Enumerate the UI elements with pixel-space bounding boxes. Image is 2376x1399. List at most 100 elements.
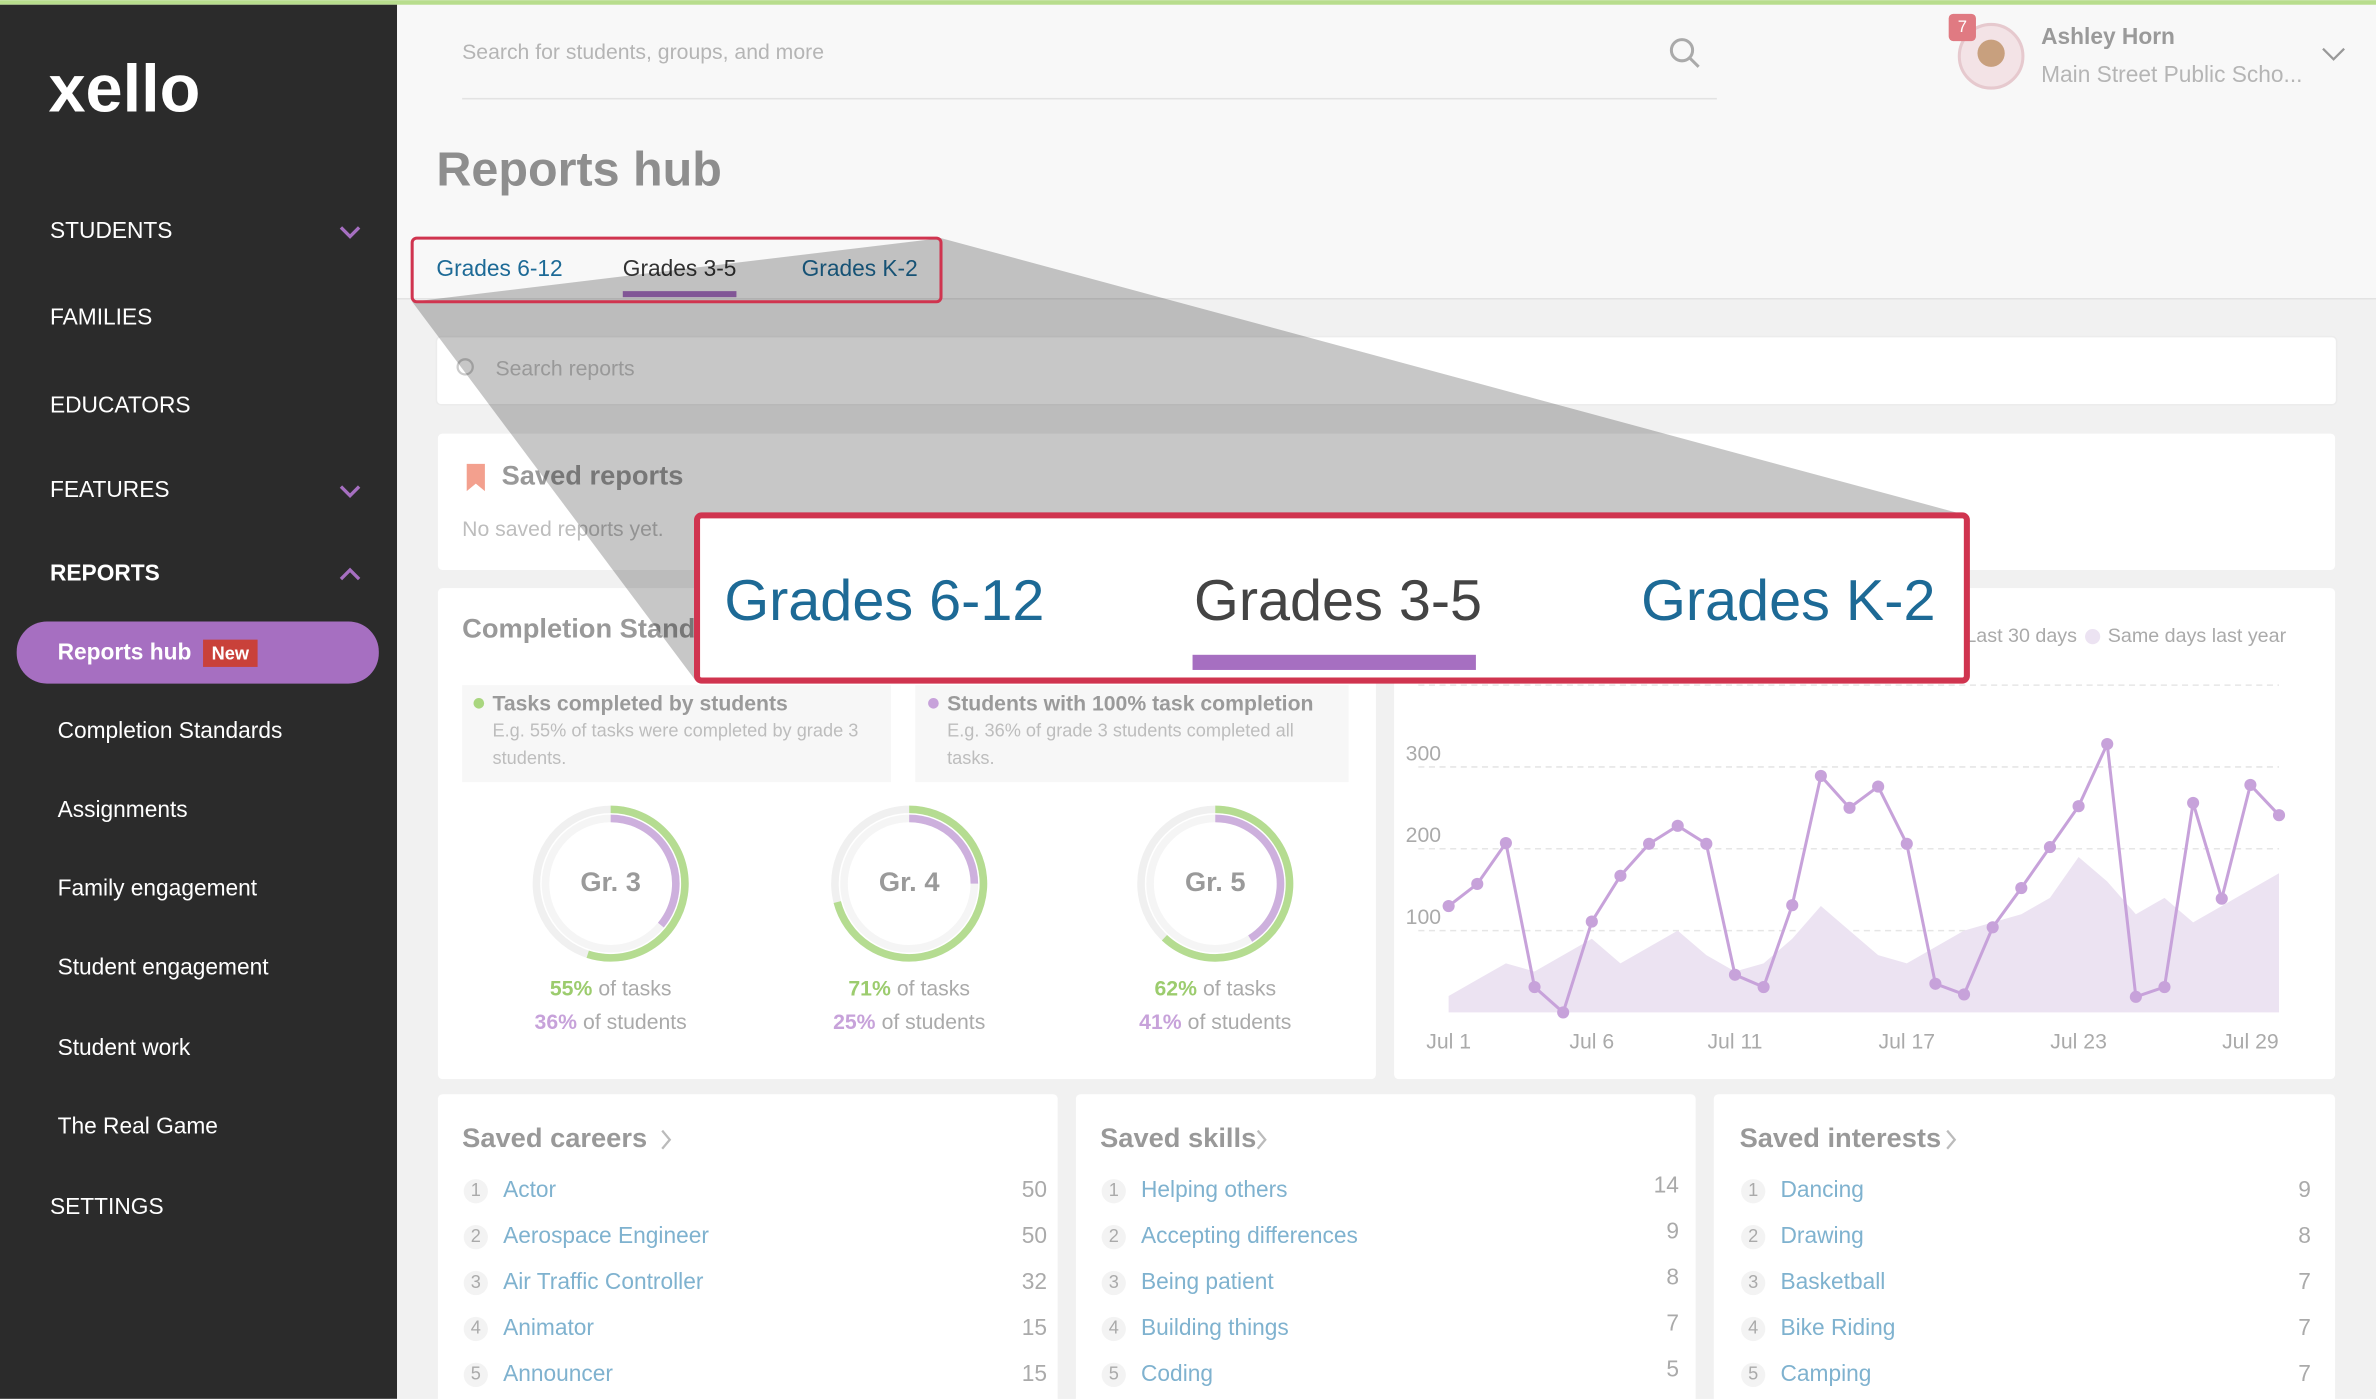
list-item[interactable]: Animator (503, 1314, 594, 1340)
point (2129, 990, 2142, 1003)
tab[interactable]: Grades 6-12 (436, 255, 562, 281)
subnav-item[interactable]: The Real Game (58, 1113, 218, 1139)
zoom-callout: Grades 6-12 Grades 3-5 Grades K-2 (410, 236, 1970, 684)
list-card (437, 1094, 1058, 1399)
legend-label: Last 30 days (1965, 625, 2077, 647)
list-count: 50 (1022, 1222, 1047, 1248)
grade-label: Gr. 3 (580, 866, 641, 897)
list-count: 14 (1654, 1172, 1679, 1198)
new-badge-text: New (212, 644, 250, 664)
rank: 3 (471, 1272, 481, 1292)
list-item[interactable]: Being patient (1141, 1268, 1274, 1294)
nav-item[interactable]: EDUCATORS (50, 391, 191, 417)
nav-item[interactable]: SETTINGS (50, 1193, 164, 1219)
point (1957, 988, 1971, 1001)
subnav-item[interactable]: Reports hub (58, 638, 192, 664)
list-item[interactable]: Actor (503, 1176, 556, 1202)
list-item[interactable]: Accepting differences (1141, 1222, 1358, 1248)
rank-bg (1741, 1362, 1766, 1387)
point (1872, 780, 1885, 793)
tab[interactable]: Grades 3-5 (623, 255, 737, 281)
logo: xello (48, 53, 200, 127)
students-text: of students (1188, 1011, 1292, 1034)
list-item[interactable]: Building things (1141, 1314, 1289, 1340)
subnav-item[interactable]: Completion Standards (58, 717, 283, 743)
point (2244, 778, 2257, 791)
user-menu-chevron[interactable] (2322, 47, 2345, 61)
saved-reports-empty: No saved reports yet. (462, 518, 664, 541)
grade-label: Gr. 4 (879, 866, 940, 897)
point (1728, 968, 1742, 981)
donut-students (909, 814, 979, 884)
nav-item[interactable]: REPORTS (50, 559, 160, 585)
rank: 5 (1109, 1364, 1119, 1384)
tasks-percent: 55% (550, 977, 593, 1000)
students-text: of students (882, 1011, 986, 1034)
tasks-line: 71% of tasks (848, 977, 970, 1000)
list-item[interactable]: Dancing (1780, 1176, 1863, 1202)
rank: 1 (1109, 1180, 1119, 1200)
point (1786, 899, 1799, 912)
point (2043, 841, 2057, 854)
legend-title: Students with 100% task completion (947, 692, 1313, 715)
zoom-box (694, 512, 1970, 684)
rank-bg (1741, 1225, 1766, 1250)
legend-box (915, 685, 1349, 783)
legend-desc: E.g. 36% of grade 3 students completed a… (947, 719, 1294, 769)
school-name: Main Street Public Scho... (2041, 61, 2302, 87)
top-bar (0, 0, 2376, 5)
active-nav-pill[interactable] (16, 621, 379, 684)
rank: 4 (1748, 1318, 1758, 1338)
rank-bg (1101, 1362, 1126, 1387)
list-item[interactable]: Aerospace Engineer (503, 1222, 709, 1248)
point (1528, 980, 1541, 994)
list-item[interactable]: Air Traffic Controller (503, 1268, 704, 1294)
tab-underline (622, 291, 737, 298)
saved-reports-title: Saved reports (502, 460, 684, 491)
nav-chevron (339, 226, 361, 239)
list-item[interactable]: Bike Riding (1780, 1314, 1895, 1340)
students-percent: 36% (535, 1011, 578, 1034)
search-icon[interactable] (1669, 38, 1695, 63)
subnav-item[interactable]: Assignments (58, 796, 188, 822)
students-percent: 41% (1139, 1011, 1182, 1034)
legend-dot (928, 697, 939, 709)
list-count: 32 (1022, 1268, 1047, 1294)
list-title[interactable]: Saved skills (1100, 1122, 1256, 1153)
nav-item[interactable]: FAMILIES (50, 303, 152, 329)
list-item[interactable]: Drawing (1780, 1222, 1863, 1248)
rank-bg (1741, 1316, 1766, 1342)
subnav-item[interactable]: Family engagement (58, 875, 258, 901)
nav-item[interactable]: FEATURES (50, 476, 170, 502)
students-line: 41% of students (1139, 1011, 1291, 1034)
nav-item[interactable]: STUDENTS (50, 217, 172, 243)
legend-desc-box: E.g. 55% of tasks were completed by grad… (492, 720, 858, 768)
list-count: 50 (1022, 1176, 1047, 1202)
rank: 2 (1748, 1226, 1758, 1246)
notification-badge[interactable] (1948, 13, 1976, 42)
tab[interactable]: Grades K-2 (802, 255, 918, 281)
search-placeholder[interactable]: Search for students, groups, and more (462, 41, 824, 64)
subnav-item[interactable]: Student engagement (58, 953, 270, 979)
page-title: Reports hub (436, 143, 721, 197)
list-title[interactable]: Saved careers (462, 1122, 647, 1153)
rank: 1 (1748, 1180, 1758, 1200)
area (1448, 856, 2280, 1013)
list-item[interactable]: Camping (1780, 1360, 1871, 1386)
students-percent: 25% (833, 1011, 876, 1034)
students-line: 36% of students (535, 1011, 687, 1034)
search-reports[interactable]: Search reports (496, 358, 635, 381)
rank-bg (1741, 1270, 1766, 1296)
list-item[interactable]: Basketball (1780, 1268, 1885, 1294)
list-title[interactable]: Saved interests (1740, 1122, 1942, 1153)
subnav-item[interactable]: Student work (58, 1034, 191, 1060)
notification-count: 7 (1958, 17, 1967, 36)
list-item[interactable]: Announcer (503, 1360, 613, 1386)
tasks-line: 55% of tasks (550, 977, 672, 1000)
list-count: 9 (2298, 1176, 2311, 1202)
rank-bg (1101, 1225, 1126, 1250)
point (2158, 980, 2171, 994)
list-item[interactable]: Coding (1141, 1360, 1213, 1386)
list-item[interactable]: Helping others (1141, 1176, 1288, 1202)
search-reports-box[interactable] (435, 335, 2338, 406)
